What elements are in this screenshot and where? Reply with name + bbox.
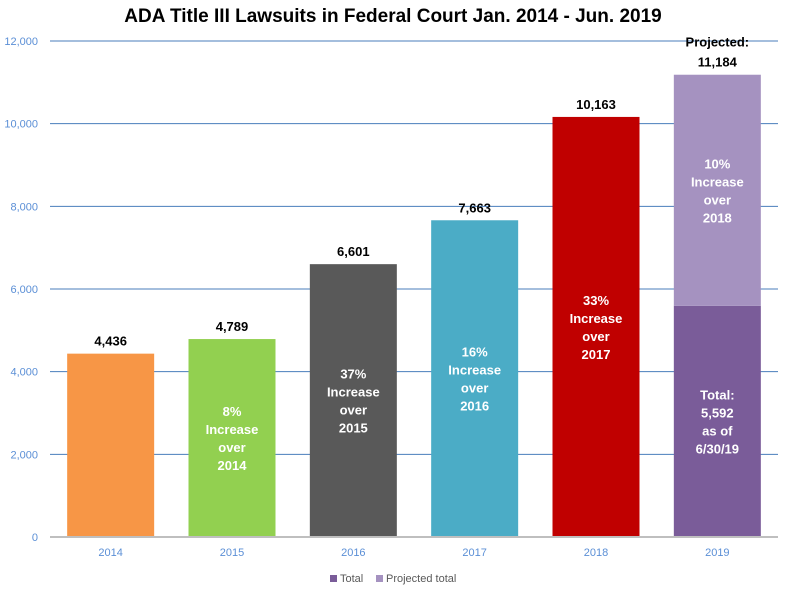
- inner-label: 2016: [460, 399, 489, 414]
- projected-inner-label: over: [704, 192, 731, 207]
- inner-label: Total:: [700, 387, 734, 402]
- inner-label: over: [461, 381, 488, 396]
- inner-label: over: [218, 440, 245, 455]
- inner-label: 2014: [218, 458, 248, 473]
- inner-label: 2017: [582, 347, 611, 362]
- inner-label: Increase: [206, 422, 259, 437]
- y-tick-label: 0: [32, 532, 38, 544]
- x-tick-label: 2019: [705, 547, 729, 559]
- x-tick-label: 2018: [584, 547, 608, 559]
- bar-projected-2019: [673, 74, 761, 306]
- y-tick-label: 12,000: [4, 36, 38, 48]
- legend-swatch-projected: [376, 575, 383, 582]
- x-tick-label: 2017: [462, 547, 486, 559]
- y-tick-label: 4,000: [10, 367, 38, 379]
- projected-inner-label: Increase: [691, 174, 744, 189]
- legend-swatch-total: [330, 575, 337, 582]
- inner-label: Increase: [327, 385, 380, 400]
- bar-total-2017: [431, 220, 519, 537]
- chart-title: ADA Title III Lawsuits in Federal Court …: [124, 6, 661, 27]
- inner-label: 6/30/19: [696, 441, 739, 456]
- legend-label-total: Total: [340, 573, 363, 585]
- data-label: 10,163: [576, 97, 616, 112]
- bar-total-2016: [309, 264, 397, 537]
- bar-total-2019: [673, 305, 761, 537]
- x-tick-label: 2015: [220, 547, 244, 559]
- y-tick-label: 8,000: [10, 201, 38, 213]
- data-label: 4,789: [216, 319, 249, 334]
- data-label: 6,601: [337, 244, 370, 259]
- legend: Total Projected total: [330, 573, 456, 585]
- projected-inner-label: 10%: [704, 156, 730, 171]
- inner-label: 5,592: [701, 405, 734, 420]
- data-label: 11,184: [698, 55, 738, 70]
- x-tick-label: 2014: [98, 547, 122, 559]
- bar-total-2018: [552, 116, 640, 538]
- inner-label: as of: [702, 423, 733, 438]
- inner-label: Increase: [448, 363, 501, 378]
- inner-label: Increase: [570, 311, 623, 326]
- projected-inner-label: 2018: [703, 210, 732, 225]
- data-label: Projected:: [686, 35, 750, 50]
- legend-label-projected: Projected total: [386, 573, 456, 585]
- data-label: 4,436: [94, 334, 127, 349]
- inner-label: 2015: [339, 421, 368, 436]
- x-tick-label: 2016: [341, 547, 365, 559]
- inner-label: over: [582, 329, 609, 344]
- bar-total-2015: [188, 339, 276, 537]
- inner-label: 16%: [462, 345, 488, 360]
- y-tick-label: 6,000: [10, 284, 38, 296]
- data-label: 7,663: [458, 200, 491, 215]
- y-tick-label: 2,000: [10, 449, 38, 461]
- y-tick-label: 10,000: [4, 119, 38, 131]
- bar-total-2014: [67, 353, 155, 537]
- inner-label: 37%: [340, 367, 366, 382]
- inner-label: 8%: [223, 404, 242, 419]
- inner-label: over: [340, 403, 367, 418]
- inner-label: 33%: [583, 293, 609, 308]
